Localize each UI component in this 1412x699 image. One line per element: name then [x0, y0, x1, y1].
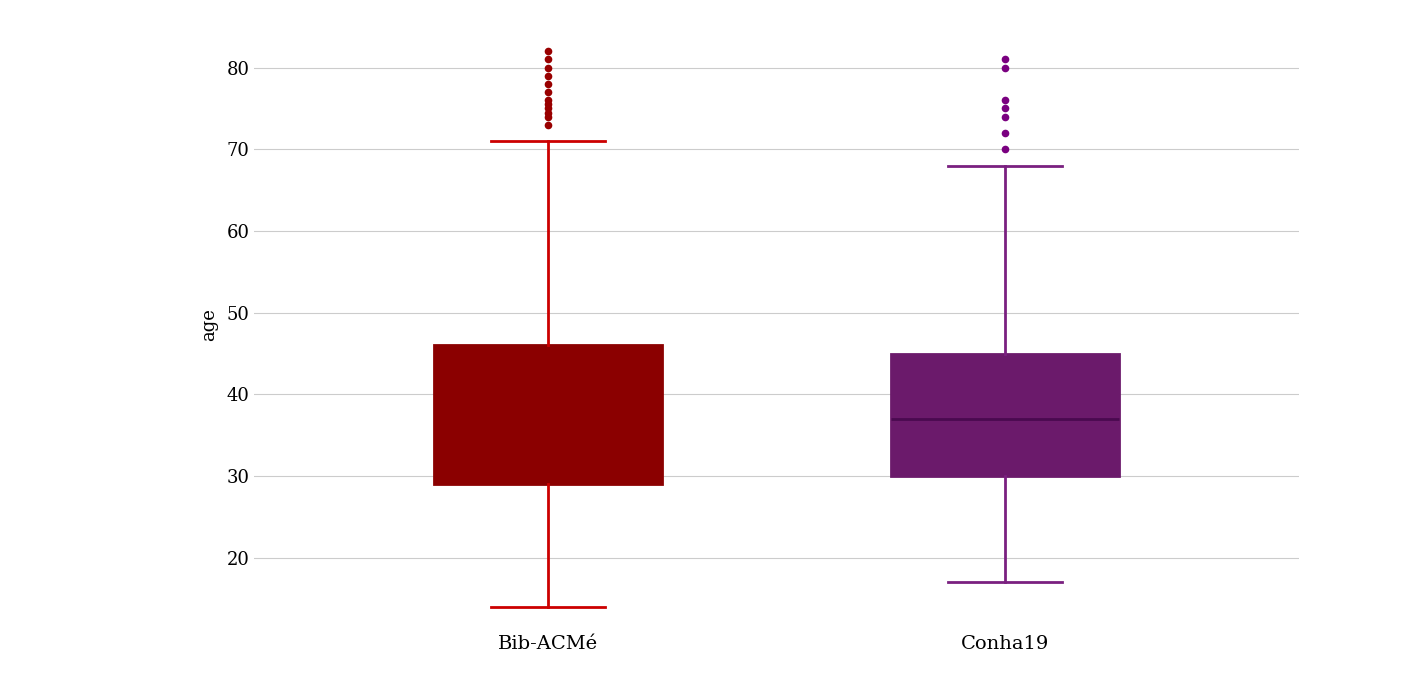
PathPatch shape	[433, 345, 662, 484]
Y-axis label: age: age	[201, 308, 217, 342]
PathPatch shape	[891, 354, 1120, 476]
